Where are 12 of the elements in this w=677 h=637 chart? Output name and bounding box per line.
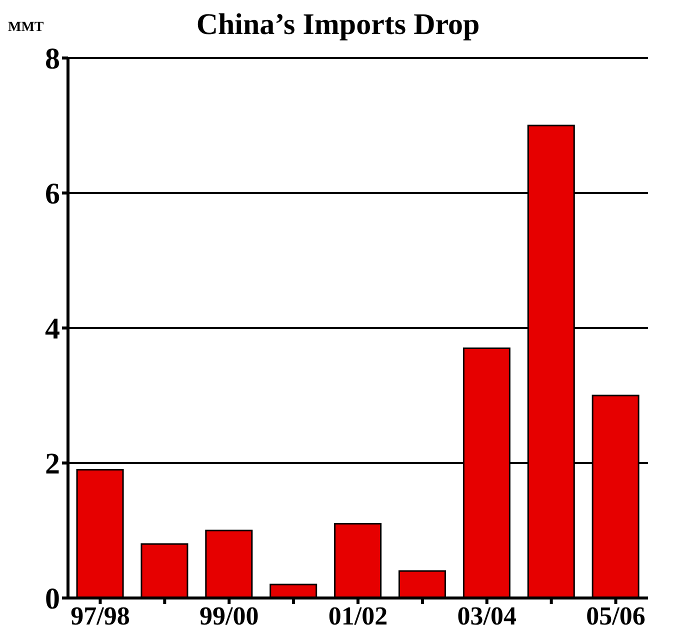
x-tick-label: 05/06 <box>586 601 646 630</box>
x-tick-label: 03/04 <box>457 601 517 630</box>
y-tick-label: 4 <box>45 312 60 346</box>
y-tick-label: 8 <box>45 42 60 76</box>
x-tick-label: 97/98 <box>70 601 130 630</box>
x-tick-label: 99/00 <box>199 601 259 630</box>
chart-title: China’s Imports Drop <box>196 8 480 41</box>
x-tick-label: 01/02 <box>328 601 388 630</box>
y-tick-label: 0 <box>45 582 60 616</box>
y-axis-title: MMT <box>8 20 44 36</box>
y-tick-label: 6 <box>45 178 60 211</box>
y-tick-label: 2 <box>45 448 60 481</box>
